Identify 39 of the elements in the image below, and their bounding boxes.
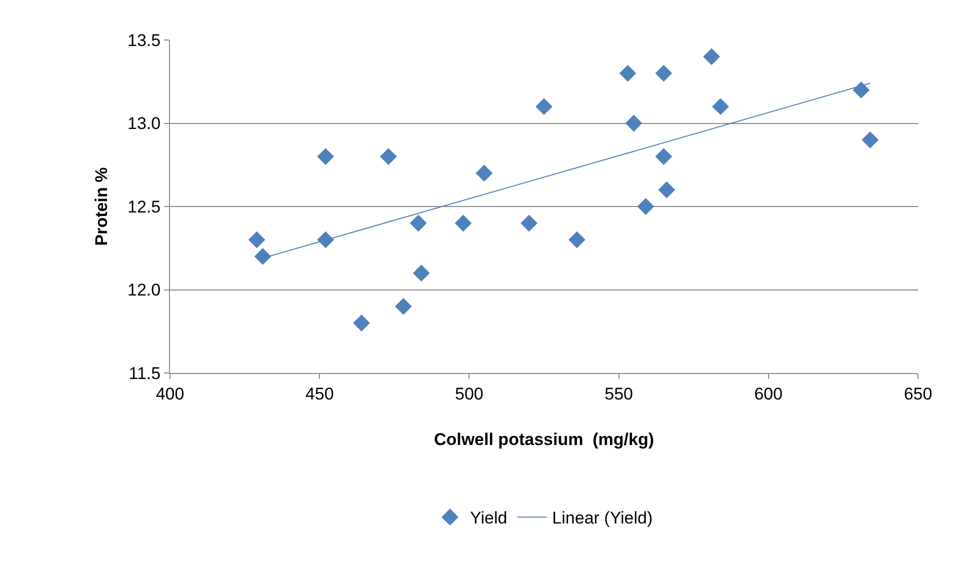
point: [712, 98, 729, 116]
point: [655, 148, 672, 165]
point: [353, 314, 370, 332]
point: [410, 214, 427, 232]
point: [568, 231, 586, 248]
y-tick-label: 11.5: [128, 364, 161, 383]
y-tick-label: 12.0: [128, 280, 161, 300]
point: [619, 64, 636, 82]
x-tick-label: 600: [754, 384, 783, 404]
point: [520, 214, 538, 232]
y-axis-title: Protein %: [92, 167, 112, 246]
point: [536, 98, 552, 116]
x-axis-title: Colwell potassium (mg/kg): [434, 430, 654, 449]
point: [625, 114, 642, 132]
point: [317, 148, 334, 165]
point: [248, 231, 266, 248]
x-tick-label: 650: [904, 384, 932, 404]
point: [394, 298, 412, 315]
x-tick-label: 550: [604, 384, 633, 404]
point: [476, 164, 493, 182]
point: [454, 214, 472, 232]
point: [412, 264, 430, 282]
legend-label: Yield: [470, 508, 508, 528]
x-tick-label: 450: [305, 384, 334, 404]
y-tick-label: 13.0: [128, 114, 161, 134]
point: [655, 64, 672, 82]
point: [637, 198, 654, 215]
x-tick-label: 400: [156, 384, 184, 404]
legend-label: Linear (Yield): [552, 508, 653, 528]
point: [254, 248, 272, 265]
point: [380, 148, 397, 165]
y-tick-label: 13.5: [128, 30, 161, 50]
point: [852, 82, 870, 98]
point: [658, 181, 676, 198]
point: [703, 48, 720, 66]
point: [317, 231, 334, 248]
point: [862, 131, 879, 148]
x-tick-label: 500: [455, 384, 484, 404]
y-tick-label: 12.5: [128, 197, 161, 216]
